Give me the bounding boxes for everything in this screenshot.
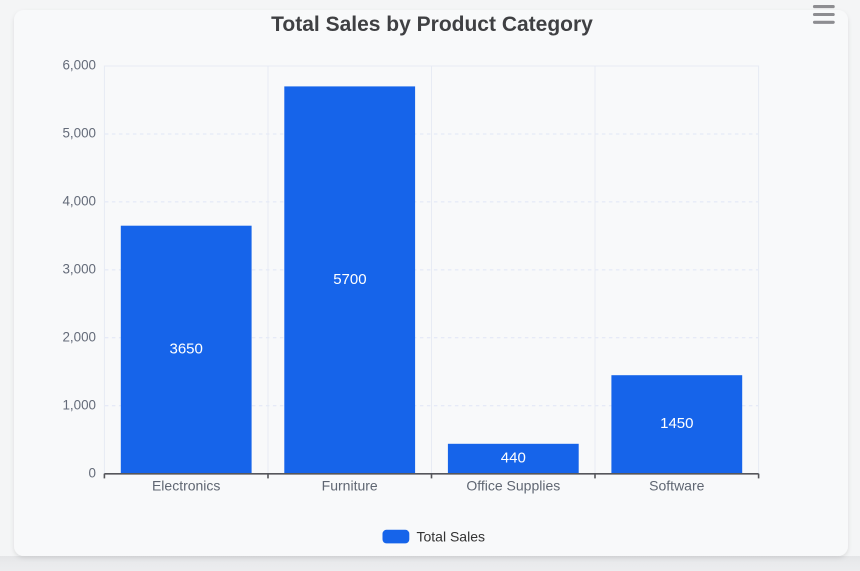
svg-text:Total Sales by Product Categor: Total Sales by Product Category — [271, 13, 593, 36]
svg-text:Furniture: Furniture — [322, 478, 378, 494]
svg-text:Total Sales: Total Sales — [417, 529, 485, 545]
svg-text:1,000: 1,000 — [62, 397, 96, 412]
svg-text:3650: 3650 — [170, 341, 203, 358]
svg-text:4,000: 4,000 — [62, 194, 96, 209]
svg-text:1450: 1450 — [660, 415, 693, 432]
svg-text:5700: 5700 — [333, 271, 366, 288]
svg-text:6,000: 6,000 — [62, 58, 96, 73]
svg-text:Software: Software — [649, 478, 704, 494]
svg-text:Office Supplies: Office Supplies — [466, 478, 560, 494]
svg-text:3,000: 3,000 — [62, 262, 96, 277]
svg-text:Electronics: Electronics — [152, 478, 220, 494]
svg-text:2,000: 2,000 — [62, 329, 96, 344]
svg-text:0: 0 — [89, 465, 96, 480]
svg-text:440: 440 — [501, 450, 526, 467]
svg-text:5,000: 5,000 — [62, 126, 96, 141]
